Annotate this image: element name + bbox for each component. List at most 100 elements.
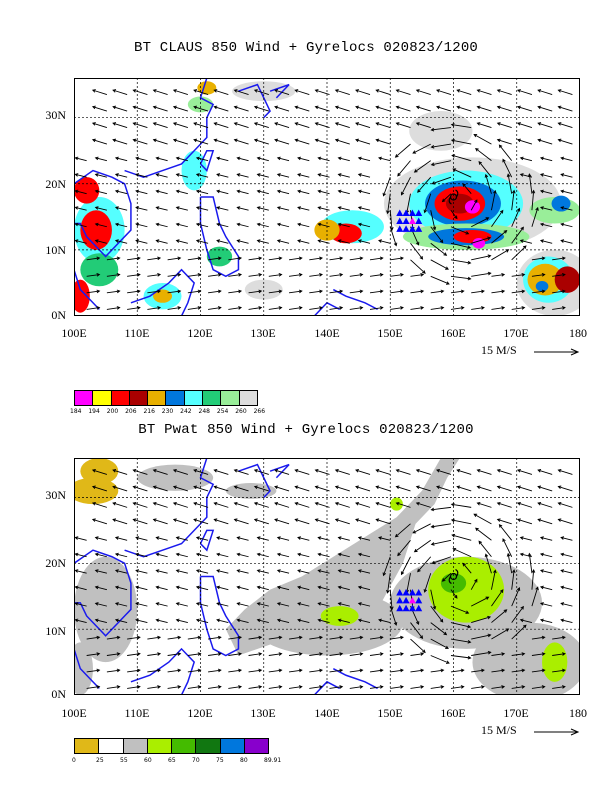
claus-colorbar-labels: 184 194 200 206 216 230 242 248 254 260 266: [70, 408, 272, 415]
gyreloc-triangle: [396, 217, 404, 224]
x-tick-120e: 120E: [187, 326, 213, 340]
colorbar-swatch: [123, 739, 148, 753]
gyreloc-triangle: [415, 604, 423, 612]
wind-vectors: [74, 469, 573, 689]
colorbar-swatch: [147, 739, 172, 753]
x-tick-120e-2: 120E: [187, 706, 213, 720]
pwat-map: [74, 458, 580, 695]
gyreloc-markers: [396, 209, 423, 232]
gyreloc-triangle: [396, 209, 404, 217]
colorbar-swatch: [166, 391, 185, 405]
x-tick-130e-2: 130E: [250, 706, 276, 720]
colorbar-label: 248: [198, 408, 210, 415]
x-tick-100e: 100E: [61, 326, 87, 340]
colorbar-label: 254: [216, 408, 229, 415]
y-tick-20n: 20N: [45, 177, 66, 191]
colorbar-label: 80: [240, 757, 248, 764]
gyreloc-triangle: [396, 588, 404, 596]
claus-colorbar: [74, 390, 258, 406]
colorbar-swatch: [148, 391, 167, 405]
y-tick-0n-2: 0N: [51, 687, 66, 701]
colorbar-swatch: [172, 739, 197, 753]
colorbar-label: 260: [235, 408, 247, 415]
gyreloc-triangle: [408, 588, 416, 596]
y-tick-0n: 0N: [51, 308, 66, 322]
gyreloc-triangle: [396, 225, 404, 232]
colorbar-swatch: [93, 391, 112, 405]
vector-scale-arrow: [534, 348, 580, 356]
gyreloc-triangle: [408, 225, 416, 232]
claus-map: [74, 78, 580, 316]
x-tick-170e-2: 170E: [503, 706, 529, 720]
coastlines: [74, 78, 378, 316]
y-tick-10n: 10N: [45, 243, 66, 257]
x-tick-170e: 170E: [503, 326, 529, 340]
colorbar-label: 216: [143, 408, 155, 415]
colorbar-label: 206: [125, 408, 137, 415]
colorbar-swatch: [75, 391, 94, 405]
gyreloc-triangle: [402, 604, 410, 612]
pwat-colorbar: [74, 738, 269, 754]
x-tick-150e-2: 150E: [377, 706, 403, 720]
colorbar-label: 184: [70, 408, 82, 415]
vector-scale-label: 15 M/S: [481, 343, 517, 357]
x-tick-160e-2: 160E: [440, 706, 466, 720]
gyreloc-triangle: [415, 588, 423, 596]
x-tick-140e-2: 140E: [314, 706, 340, 720]
y-tick-30n: 30N: [45, 108, 66, 122]
vector-scale-arrow-2: [534, 728, 580, 736]
y-tick-10n-2: 10N: [45, 624, 66, 638]
colorbar-swatch: [221, 391, 240, 405]
gyreloc-triangle: [396, 596, 404, 604]
colorbar-swatch: [111, 391, 130, 405]
colorbar-label: 70: [192, 757, 200, 764]
colorbar-swatch: [244, 739, 268, 753]
map-frame: [74, 458, 580, 695]
gyreloc-triangle: [415, 209, 423, 217]
x-tick-130e: 130E: [250, 326, 276, 340]
colorbar-label: 65: [168, 757, 176, 764]
colorbar-label: 60: [144, 757, 152, 764]
y-tick-30n-2: 30N: [45, 488, 66, 502]
gyreloc-triangle: [415, 596, 423, 604]
vector-scale-label-2: 15 M/S: [481, 723, 517, 737]
colorbar-swatch: [129, 391, 149, 405]
x-tick-110e: 110E: [124, 326, 150, 340]
gyreloc-triangle: [408, 596, 416, 604]
panel1-title: BT CLAUS 850 Wind + Gyrelocs 020823/1200: [133, 40, 479, 56]
y-tick-20n-2: 20N: [45, 556, 66, 570]
colorbar-swatch: [239, 391, 257, 405]
x-tick-110e-2: 110E: [124, 706, 150, 720]
colorbar-label: 194: [88, 408, 100, 415]
panel2-title: BT Pwat 850 Wind + Gyrelocs 020823/1200: [138, 422, 474, 438]
pwat-colorbar-labels: 0 25 55 60 65 70 75 80 89.91: [72, 757, 288, 764]
coastlines: [74, 458, 378, 695]
colorbar-swatch: [75, 739, 100, 753]
gyreloc-triangle: [396, 604, 404, 612]
colorbar-swatch: [99, 739, 124, 753]
colorbar-label: 230: [161, 408, 174, 415]
gyreloc-triangle: [402, 225, 410, 232]
colorbar-label: 200: [106, 408, 119, 415]
gyreloc-markers: [396, 588, 423, 612]
map-frame: [74, 78, 580, 316]
colorbar-label: 0: [72, 757, 76, 764]
grid-lines: [74, 78, 580, 316]
colorbar-label: 266: [253, 408, 266, 415]
x-tick-150e: 150E: [377, 326, 403, 340]
colorbar-label: 242: [180, 408, 192, 415]
gyreloc-triangle: [402, 217, 410, 224]
gyreloc-triangle: [415, 217, 423, 224]
gyreloc-triangle: [408, 209, 416, 217]
colorbar-label: 89.91: [264, 757, 282, 764]
x-tick-140e: 140E: [314, 326, 340, 340]
colorbar-label: 55: [120, 757, 128, 764]
colorbar-swatch: [196, 739, 221, 753]
wind-vectors: [74, 89, 573, 310]
gyreloc-triangle: [415, 225, 423, 232]
colorbar-label: 75: [216, 757, 224, 764]
colorbar-swatch: [184, 391, 204, 405]
gyreloc-triangle: [408, 604, 416, 612]
gyreloc-triangle: [408, 217, 416, 224]
gyreloc-triangle: [402, 209, 410, 217]
